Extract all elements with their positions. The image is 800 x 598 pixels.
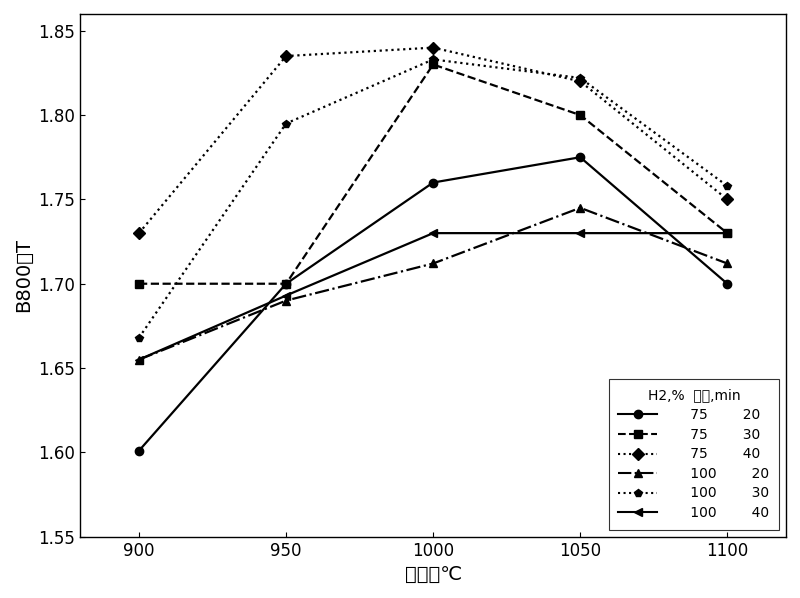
X-axis label: 炉温，℃: 炉温，℃ [405,565,462,584]
Y-axis label: B800，T: B800，T [14,238,33,312]
Legend:       75        20,       75        30,       75        40,       100        20,: 75 20, 75 30, 75 40, 100 20, [609,379,779,530]
